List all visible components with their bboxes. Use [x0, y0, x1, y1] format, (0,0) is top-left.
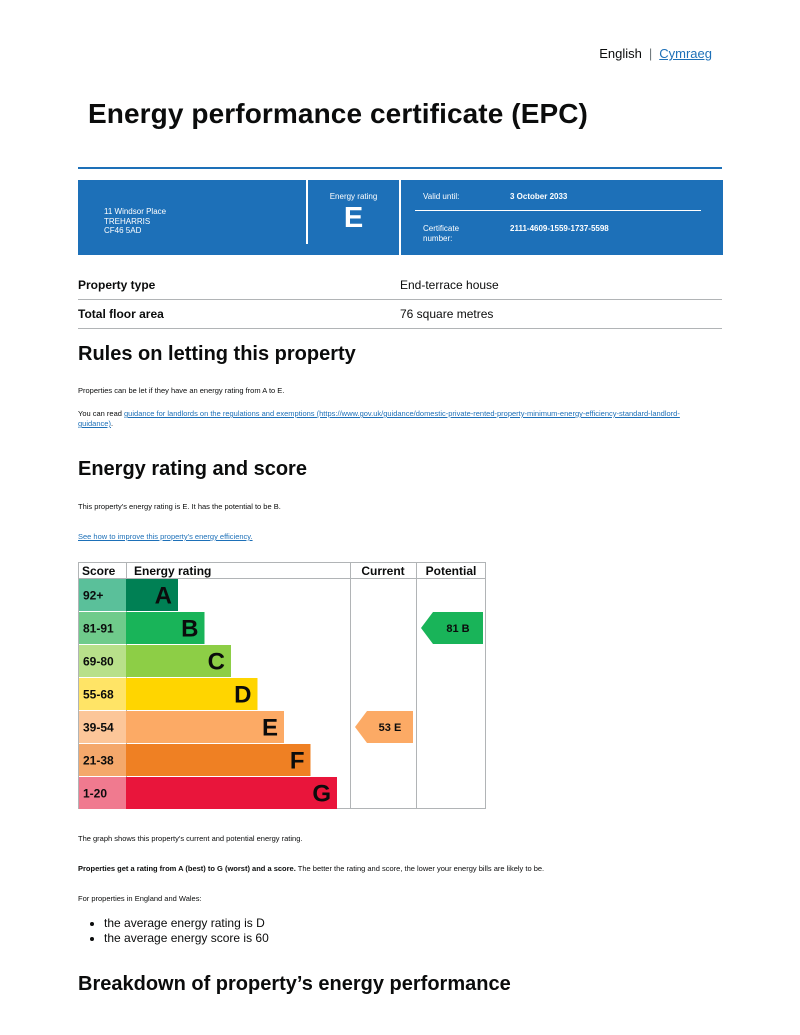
banner-inner-divider: [415, 210, 701, 211]
band-bar: [126, 777, 337, 809]
energy-rating-chart: Score Energy rating Current Potential 92+ A 81…: [78, 562, 488, 813]
band-score-cell: [79, 645, 126, 677]
averages-list: the average energy rating is D the avera…: [78, 916, 269, 946]
language-switcher: English | Cymraeg: [599, 46, 712, 61]
band-score-cell: [79, 612, 126, 644]
guidance-prefix: You can read: [78, 409, 125, 418]
banner-divider: [399, 180, 401, 255]
band-score-label: 1-20: [83, 787, 107, 801]
title-divider: [78, 167, 722, 169]
header-score: Score: [82, 564, 116, 578]
band-letter: G: [312, 781, 331, 808]
band-letter: F: [290, 748, 305, 775]
address-line-2: TREHARRIS: [104, 216, 151, 226]
banner-divider: [306, 180, 308, 244]
address-line-3: CF46 5AD: [104, 226, 142, 235]
band-bar: [126, 612, 205, 644]
certificate-number-value: 2111-4609-1559-1737-5598: [510, 224, 609, 233]
letting-heading: Rules on letting this property: [78, 343, 356, 365]
band-score-label: 92+: [83, 589, 103, 603]
band-score-label: 81-91: [83, 622, 114, 636]
potential-rating-label: 81 B: [446, 623, 469, 635]
energy-rating-graph: Score Energy rating Current Potential 92+ A 81…: [78, 562, 486, 809]
floor-area-label: Total floor area: [78, 307, 164, 321]
energy-rating-letter: E: [343, 202, 364, 234]
band-bar: [126, 645, 231, 677]
band-letter: C: [208, 649, 225, 676]
language-english: English: [599, 46, 642, 61]
letting-paragraph: Properties can be let if they have an en…: [78, 386, 285, 395]
guidance-link[interactable]: guidance for landlords on the regulation…: [78, 409, 680, 428]
certificate-number-label: Certificate number:: [423, 224, 460, 243]
address-line-1: 11 Windsor Place: [104, 207, 167, 216]
band-score-cell: [79, 744, 126, 776]
rating-heading: Energy rating and score: [78, 458, 307, 480]
breakdown-heading: Breakdown of property’s energy performan…: [78, 973, 511, 995]
band-score-cell: [79, 579, 126, 611]
property-type-row: Property type End-terrace house: [78, 271, 722, 300]
rating-paragraph: This property's energy rating is E. It h…: [78, 502, 281, 511]
band-score-label: 69-80: [83, 655, 114, 669]
property-summary-table: Property type End-terrace house Total fl…: [78, 271, 722, 329]
current-rating-label: 53 E: [379, 722, 402, 734]
band-bar: [126, 744, 311, 776]
floor-area-value: 76 square metres: [400, 307, 494, 321]
band-bar: [126, 711, 284, 743]
band-letter: D: [234, 682, 251, 709]
energy-rating-label: Energy rating: [329, 192, 378, 201]
band-bar: [126, 579, 178, 611]
valid-until-label: Valid until:: [423, 192, 460, 201]
valid-until-value: 3 October 2033: [510, 192, 568, 201]
language-welsh-link[interactable]: Cymraeg: [659, 46, 712, 61]
band-score-cell: [79, 678, 126, 710]
property-type-value: End-terrace house: [400, 278, 499, 292]
property-address: 11 Windsor Place TREHARRIS CF46 5AD: [104, 207, 166, 236]
potential-rating-arrow: [421, 612, 483, 644]
band-score-label: 55-68: [83, 688, 114, 702]
header-energy-rating: Energy rating: [134, 564, 211, 578]
improve-paragraph: See how to improve this property's energ…: [78, 532, 708, 542]
band-score-label: 21-38: [83, 754, 114, 768]
improve-link[interactable]: See how to improve this property's energ…: [78, 532, 253, 541]
rating-explanation-rest: The better the rating and score, the low…: [295, 864, 545, 873]
band-score-cell: [79, 711, 126, 743]
property-type-label: Property type: [78, 278, 156, 292]
band-letter: B: [181, 616, 198, 643]
band-score-label: 39-54: [83, 721, 114, 735]
language-separator: |: [648, 46, 653, 61]
england-wales-text: For properties in England and Wales:: [78, 894, 202, 903]
certificate-banner: 11 Windsor Place TREHARRIS CF46 5AD Ener…: [78, 180, 723, 255]
guidance-suffix: .: [110, 419, 114, 428]
graph-caption: The graph shows this property's current …: [78, 834, 303, 843]
band-letter: A: [155, 583, 172, 610]
average-rating-item: the average energy rating is D: [104, 916, 269, 931]
page-title: Energy performance certificate (EPC): [88, 98, 588, 129]
band-score-cell: [79, 777, 126, 809]
current-rating-arrow: [355, 711, 413, 743]
band-bar: [126, 678, 258, 710]
guidance-paragraph: You can read guidance for landlords on t…: [78, 409, 708, 429]
header-current: Current: [361, 564, 404, 578]
rating-explanation: Properties get a rating from A (best) to…: [78, 864, 708, 874]
average-score-item: the average energy score is 60: [104, 931, 269, 946]
rating-explanation-bold: Properties get a rating from A (best) to…: [78, 864, 296, 873]
header-potential: Potential: [426, 564, 477, 578]
floor-area-row: Total floor area 76 square metres: [78, 300, 722, 329]
band-letter: E: [262, 715, 278, 742]
